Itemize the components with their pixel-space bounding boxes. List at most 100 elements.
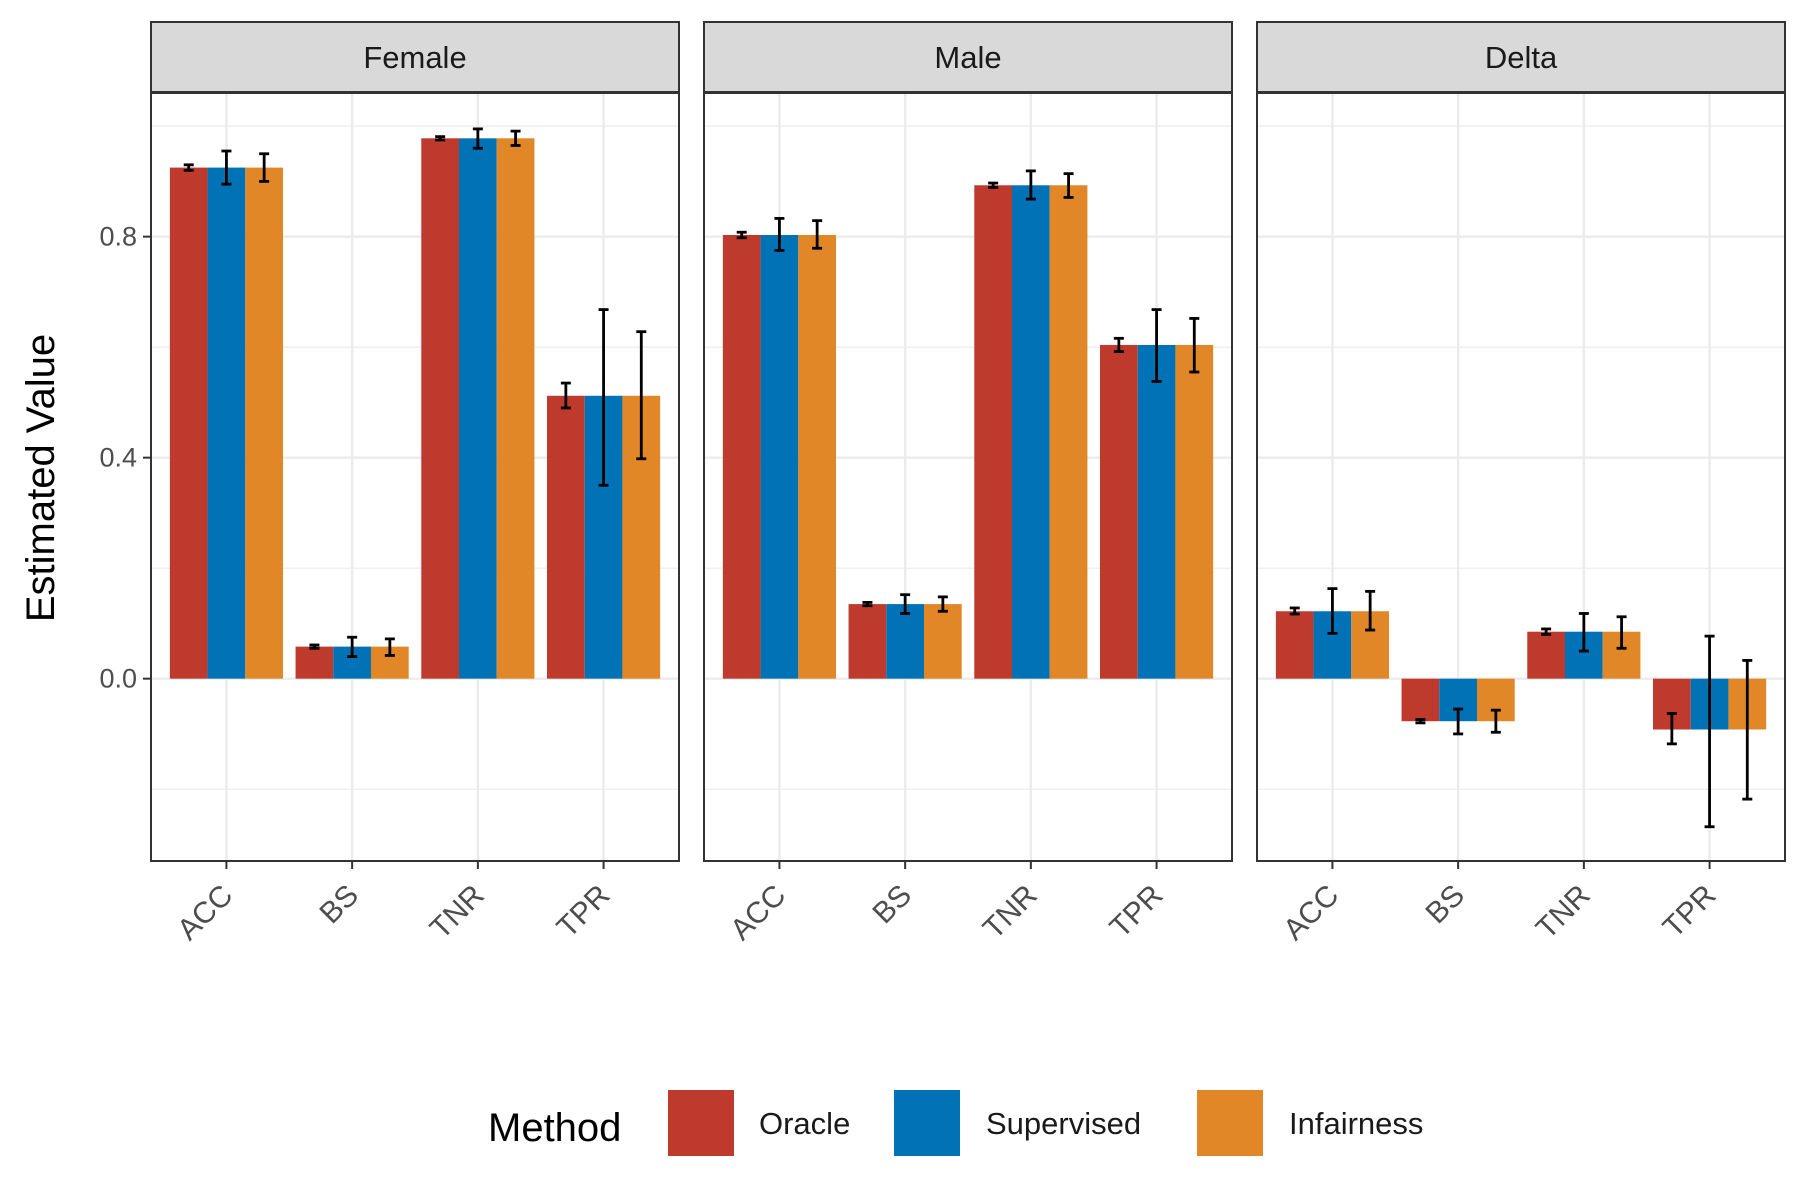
legend: Method Oracle Supervised Infairness	[488, 1090, 1423, 1156]
error-bar-supervised	[221, 149, 232, 186]
legend-item-supervised: Supervised	[894, 1090, 1141, 1156]
bar-supervised	[1137, 344, 1176, 679]
bar-infairness	[1049, 185, 1088, 679]
bar-oracle	[421, 138, 459, 679]
y-tick-label: 0.8	[99, 222, 137, 252]
error-bar-infairness	[636, 330, 647, 461]
x-tick-label: ACC	[724, 879, 792, 947]
error-bar-supervised	[598, 308, 609, 487]
error-bar-oracle	[560, 381, 571, 410]
legend-swatch	[894, 1090, 960, 1156]
x-tick-label: BS	[866, 879, 918, 931]
error-bar-infairness	[1616, 615, 1627, 650]
bar-oracle	[1527, 631, 1565, 679]
bar-supervised	[459, 138, 497, 679]
error-bar-supervised	[774, 217, 785, 252]
bar-oracle	[547, 395, 585, 679]
panel-border	[150, 92, 680, 862]
error-bar-supervised	[472, 127, 483, 150]
facet-strip	[150, 21, 680, 93]
y-axis: 0.0 0.4 0.8	[99, 222, 151, 694]
facet-male: Male ACC BS TNR TPR	[703, 21, 1233, 947]
bar-supervised	[886, 604, 924, 679]
error-bar-oracle	[862, 601, 873, 608]
error-bar-oracle	[1113, 336, 1124, 353]
facet-strip-label: Male	[934, 40, 1001, 75]
error-bar-supervised	[900, 593, 911, 615]
panel-border	[1256, 92, 1786, 862]
bar-infairness	[245, 167, 283, 679]
bar-oracle	[1100, 344, 1138, 679]
x-tick-label: TPR	[1104, 879, 1170, 945]
y-tick-label: 0.0	[99, 664, 137, 694]
x-tick-label: ACC	[171, 879, 239, 947]
legend-item-oracle: Oracle	[668, 1090, 850, 1156]
error-bar-oracle	[1666, 712, 1677, 746]
bar-supervised	[1012, 185, 1050, 679]
legend-swatch	[668, 1090, 734, 1156]
error-bar-oracle	[1415, 718, 1426, 725]
error-bar-infairness	[1365, 589, 1376, 632]
facet-panels: Female ACC BS TNR TPR Male ACC BS TNR TPR Delta ACC…	[150, 21, 1786, 947]
x-tick-label: TNR	[1530, 879, 1597, 946]
x-tick-label: TPR	[1657, 879, 1723, 945]
bar-oracle	[722, 234, 761, 679]
panel-background	[1257, 93, 1785, 861]
bar-infairness	[1175, 344, 1214, 679]
bar-oracle	[295, 646, 334, 679]
legend-label: Oracle	[759, 1106, 850, 1141]
legend-label: Infairness	[1289, 1106, 1423, 1141]
facet-strip-label: Delta	[1485, 40, 1558, 75]
legend-item-infairness: Infairness	[1197, 1090, 1423, 1156]
error-bar-infairness	[1189, 317, 1200, 374]
error-bar-infairness	[259, 152, 270, 183]
error-bar-supervised	[1327, 587, 1338, 635]
bar-infairness	[924, 604, 962, 679]
error-bar-infairness	[937, 595, 948, 613]
error-bar-supervised	[1025, 169, 1036, 201]
x-tick-label: BS	[313, 879, 365, 931]
error-bar-oracle	[435, 135, 446, 142]
legend-label: Supervised	[986, 1106, 1141, 1141]
legend-swatch	[1197, 1090, 1263, 1156]
x-tick-label: TNR	[424, 879, 491, 946]
error-bar-infairness	[1742, 659, 1753, 801]
bar-infairness	[798, 234, 836, 679]
error-bar-oracle	[1541, 627, 1552, 636]
y-tick-label: 0.4	[99, 443, 137, 473]
error-bar-infairness	[812, 219, 823, 250]
x-tick-label: BS	[1419, 879, 1471, 931]
error-bar-supervised	[347, 635, 358, 658]
legend-title: Method	[488, 1106, 621, 1150]
bar-oracle	[848, 604, 887, 679]
facet-female: Female ACC BS TNR TPR	[150, 21, 680, 947]
error-bar-infairness	[1063, 172, 1074, 199]
error-bar-supervised	[1151, 308, 1162, 383]
bar-oracle	[169, 167, 208, 679]
error-bar-oracle	[988, 181, 999, 189]
x-tick-label: TNR	[977, 879, 1044, 946]
bar-supervised	[760, 234, 799, 679]
error-bar-infairness	[510, 129, 521, 147]
x-tick-label: TPR	[551, 879, 617, 945]
error-bar-oracle	[183, 163, 194, 172]
error-bar-supervised	[1578, 612, 1589, 653]
facet-strip	[703, 21, 1233, 93]
bar-oracle	[974, 185, 1012, 679]
error-bar-supervised	[1453, 707, 1464, 736]
error-bar-oracle	[736, 230, 747, 240]
y-axis-title: Estimated Value	[19, 334, 63, 622]
bar-oracle	[1401, 678, 1440, 722]
error-bar-infairness	[1490, 708, 1501, 734]
facet-delta: Delta ACC BS TNR TPR	[1256, 21, 1786, 947]
error-bar-infairness	[384, 637, 395, 657]
error-bar-oracle	[309, 643, 320, 650]
panel-border	[703, 92, 1233, 862]
facet-strip-label: Female	[363, 40, 466, 75]
x-tick-label: ACC	[1277, 879, 1345, 947]
error-bar-oracle	[1289, 606, 1300, 616]
bar-supervised	[207, 167, 246, 679]
bar-infairness	[496, 138, 535, 679]
facet-strip	[1256, 21, 1786, 93]
